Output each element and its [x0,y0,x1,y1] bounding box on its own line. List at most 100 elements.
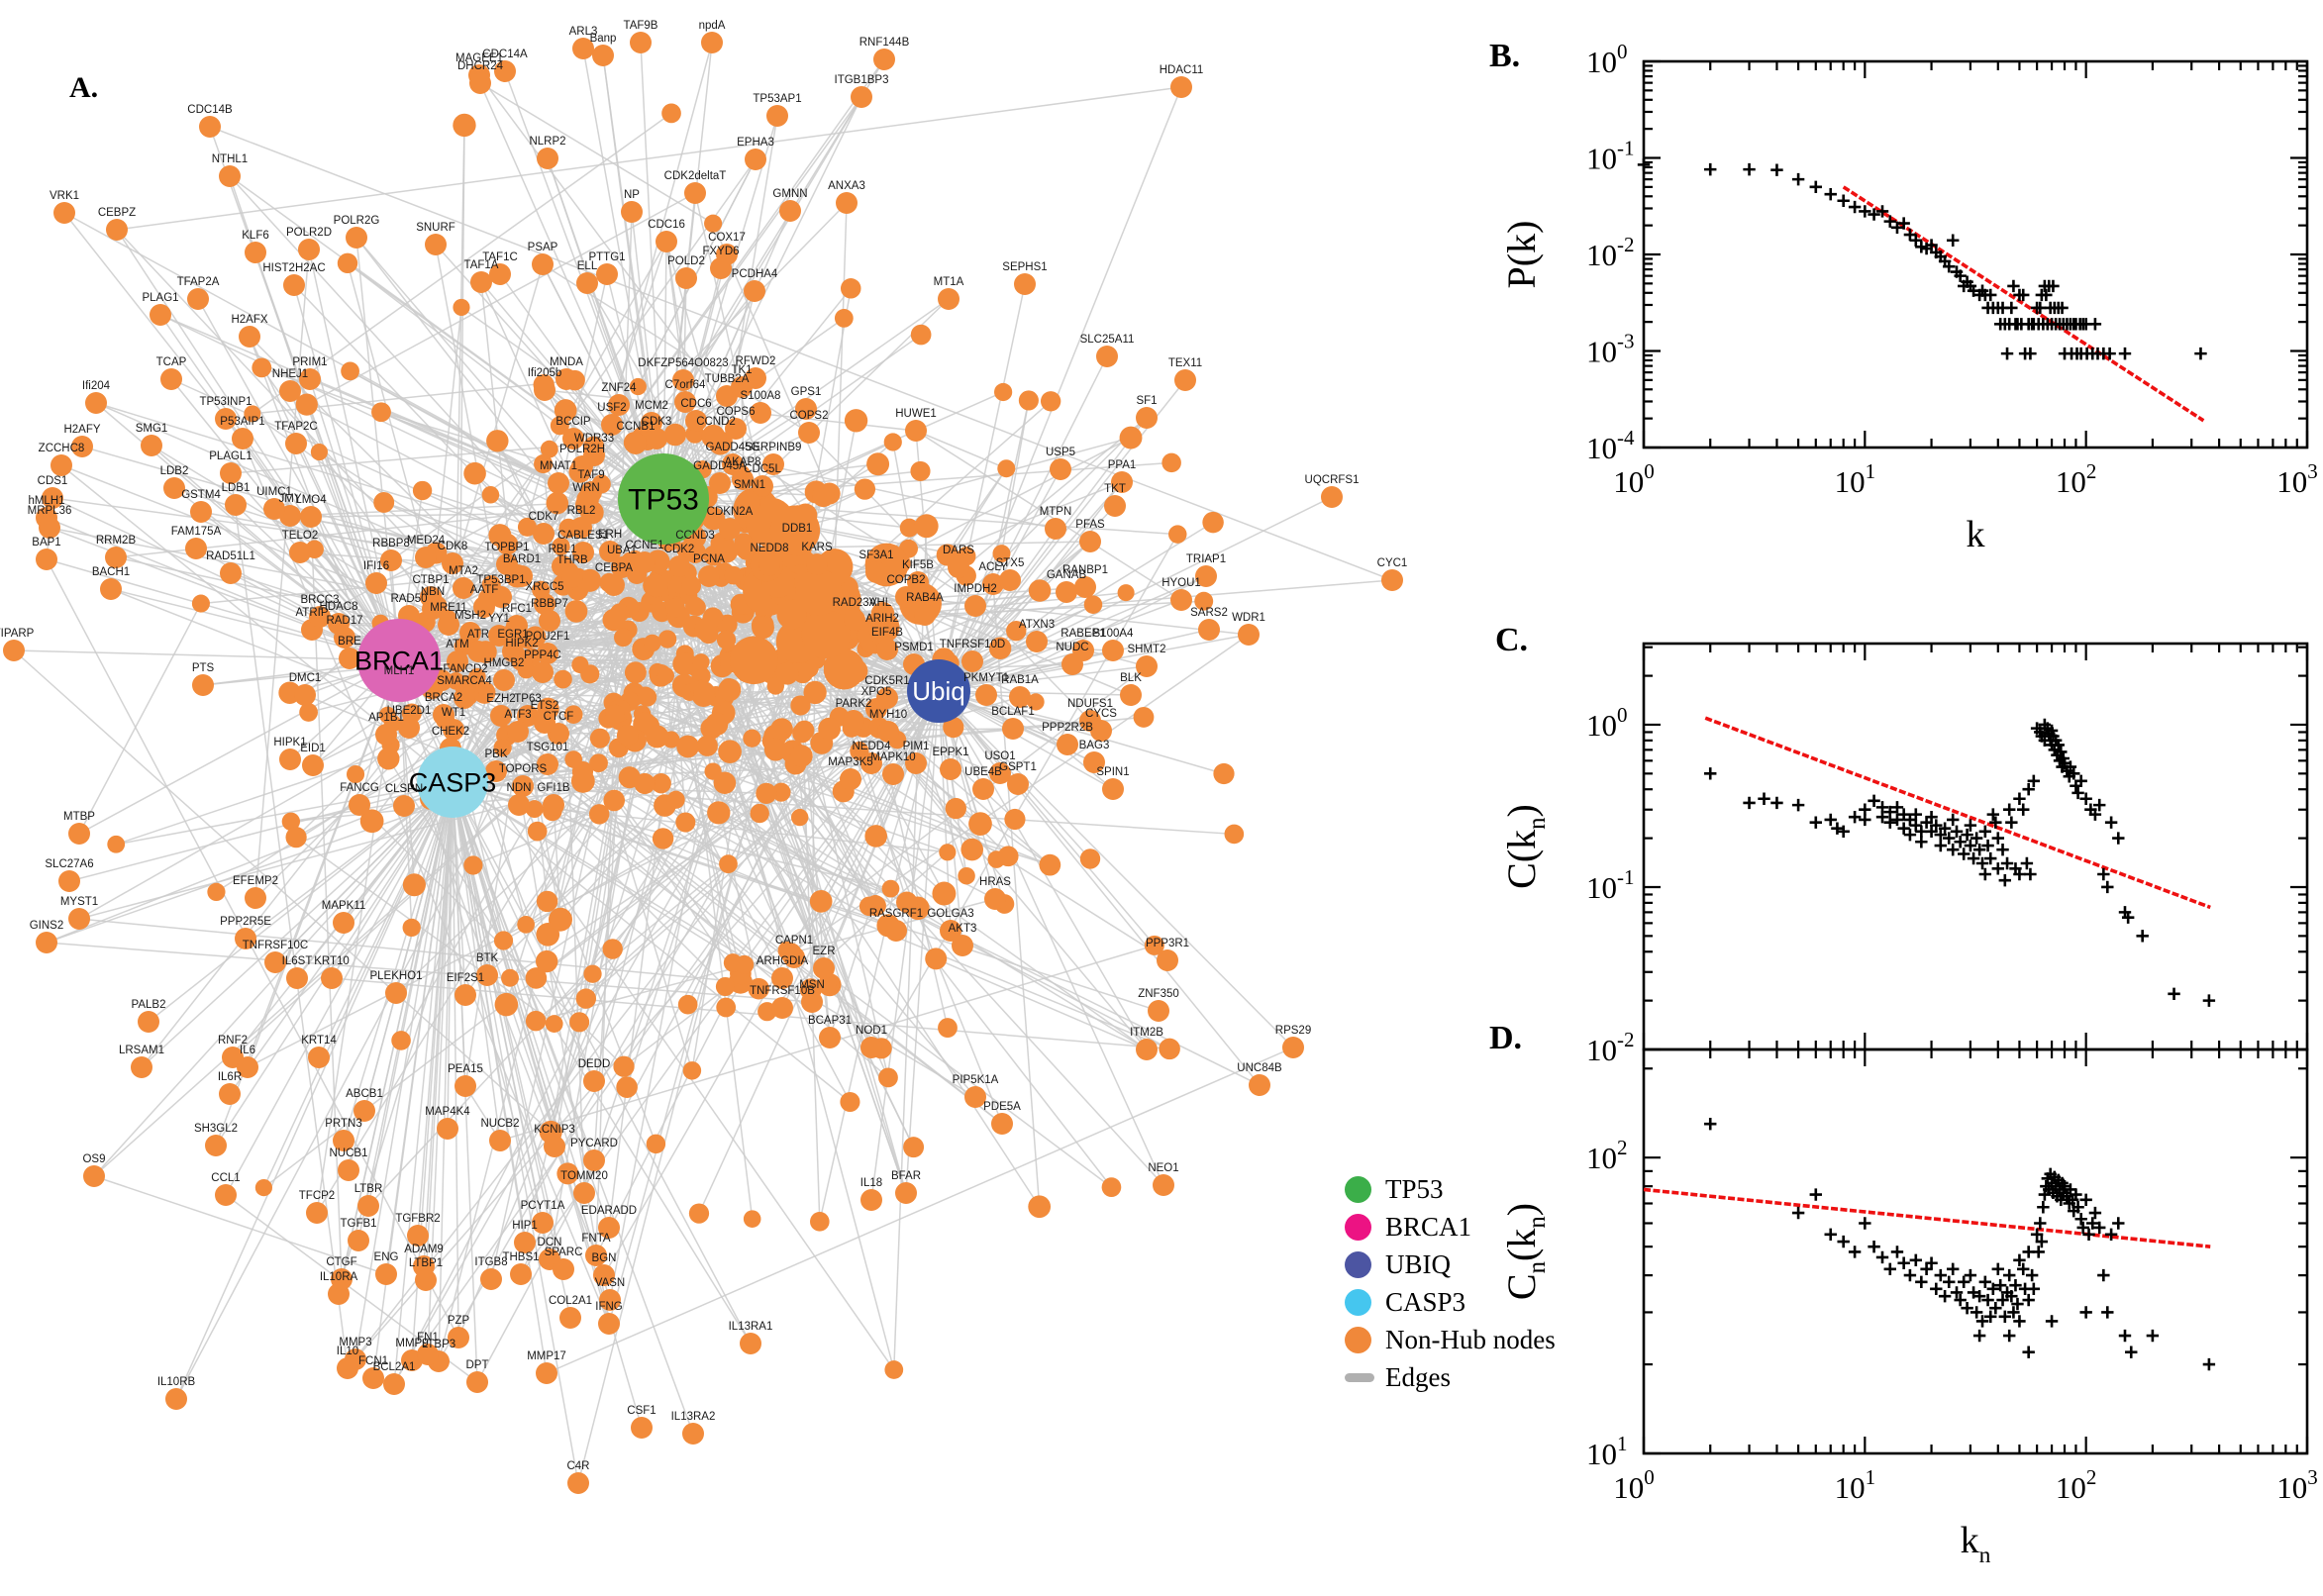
network-node-bccip [562,428,584,449]
data-point [1915,1275,1928,1288]
node-label: CCND2 [696,416,736,428]
node-label: DKFZP564O0823 [638,357,728,369]
node-label: TNFRSF10D [940,639,1005,650]
node-label: H2AFY [63,424,100,436]
legend-label: BRCA1 [1385,1211,1472,1242]
data-point [2017,1262,2030,1275]
network-node [548,907,572,932]
network-node [651,773,671,794]
network-node-s100a4 [1102,640,1124,661]
network-node-cdc16 [656,231,677,252]
network-node-hipk1 [279,748,301,770]
network-node-usf2 [601,414,623,436]
data-point [2052,739,2065,751]
data-point [2027,774,2041,788]
network-node-nhej1 [279,380,301,402]
data-point [1791,172,1805,186]
data-point [1984,1310,1997,1324]
network-node-ube2d1 [398,717,420,739]
data-point [1859,813,1871,827]
node-label: IMPDH2 [954,583,996,595]
network-node-gadd45a [709,472,731,494]
network-node-nucb2 [489,1130,511,1151]
tick-label: 103 [2276,1465,2318,1505]
node-label: RAD51L1 [206,550,255,562]
node-label: CEBPA [595,562,633,574]
data-point [1972,1329,1986,1343]
network-edge [417,781,454,1237]
network-node-pkmyt1 [975,684,997,706]
network-node [578,568,602,592]
data-point [2202,1357,2216,1371]
node-label: EFEMP2 [233,875,278,887]
network-node-hdac8 [328,613,350,635]
node-label: LDB2 [160,465,189,477]
network-node-pip5k1a [964,1086,986,1108]
node-label: CCND3 [675,530,715,542]
network-edge [938,599,1182,692]
node-label: RNF2 [218,1035,248,1047]
hub-label-brca1: BRCA1 [354,646,444,675]
data-point [1824,813,1837,827]
node-label: FANCG [340,782,379,794]
network-node-ezr [813,957,835,979]
node-label: IFI16 [363,560,389,572]
network-edge [295,837,556,1025]
network-node [997,459,1016,478]
network-node-fn1 [417,1344,439,1365]
node-label: NEDD4 [853,741,892,752]
node-label: EPPK1 [932,747,968,758]
data-point [2047,279,2060,293]
node-label: RAD23A [833,597,877,609]
data-point [1897,822,1910,835]
node-label: XPO5 [861,686,892,698]
data-point [2074,1213,2087,1226]
data-point [1897,1256,1910,1269]
network-node [809,890,833,913]
node-label: PRIM1 [292,356,327,368]
network-edge [766,851,949,1013]
network-node-cebpa [603,574,625,596]
network-node-dhcr24 [469,72,491,94]
node-label: POLR2D [286,227,332,239]
network-node-arl3 [572,38,594,59]
node-label: GSTM4 [181,489,221,501]
network-node [763,738,787,761]
legend-label: CASP3 [1385,1286,1466,1317]
node-label: GANAB [1047,569,1087,581]
data-point [2034,301,2047,315]
network-edge [935,957,1148,1050]
node-label: KCNIP3 [534,1124,575,1136]
network-edge [442,679,1261,1086]
data-point [2112,1217,2125,1230]
data-point [2076,1221,2089,1235]
node-label: PCNA [693,553,725,565]
network-node-impdh2 [964,595,986,617]
network-node-uso1 [989,762,1011,784]
node-label: PLAG1 [142,292,178,304]
node-label: GOLGA3 [927,908,973,920]
network-node-kars [806,553,828,575]
node-label: FXYD6 [702,246,739,257]
hub-nodes-layer: TP53 BRCA1 Ubiq CASP3 [354,453,970,818]
node-label: IL10RB [157,1376,196,1388]
network-node-rasgrf1 [885,920,907,942]
network-node [536,890,558,913]
node-label: FNTA [581,1233,611,1245]
node-label: IFNG [595,1301,623,1313]
network-node-med24 [415,547,437,568]
network-node-capn1 [783,947,805,968]
data-point [1925,1256,1938,1269]
node-label: TP53BP1 [476,574,525,586]
node-label: KLF6 [242,230,269,242]
node-label: IL13RA2 [671,1411,716,1423]
node-label: NP [624,189,640,201]
network-node [715,976,735,997]
network-node [881,879,900,898]
data-point [2022,1346,2035,1358]
network-node [552,537,570,555]
tick-label: 10-4 [1586,426,1635,465]
node-label: EID1 [300,743,326,754]
node-label: RBBP7 [531,598,568,610]
network-node-taf9b [630,32,652,53]
